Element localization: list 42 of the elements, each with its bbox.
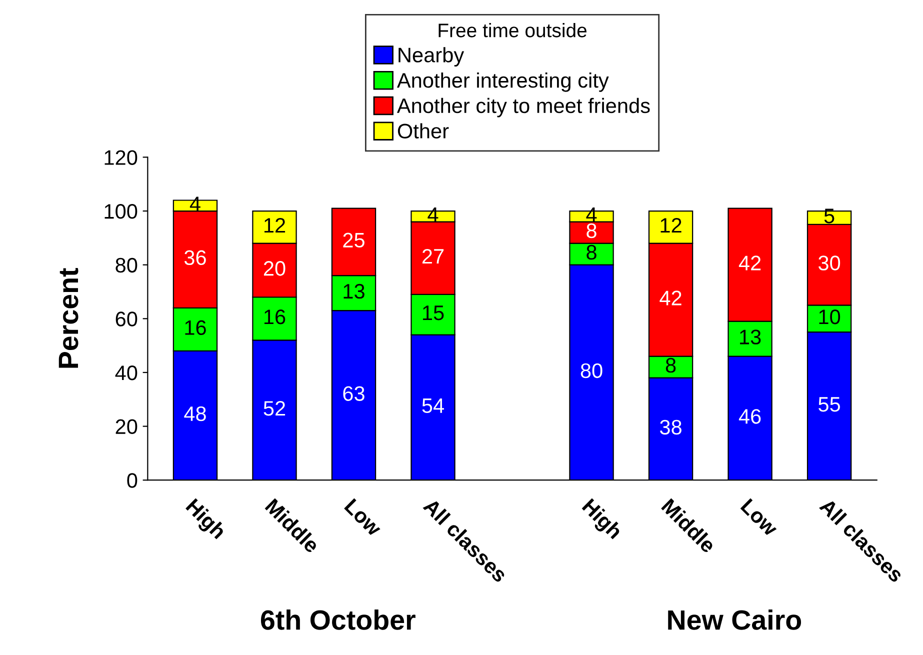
y-tick-label: 20	[116, 419, 138, 434]
data-label: 38	[660, 420, 682, 435]
legend-label: Nearby	[398, 47, 464, 67]
legend-title: Free time outside	[438, 23, 587, 38]
data-label: 36	[184, 250, 206, 266]
data-label: 5	[824, 208, 834, 224]
legend-label: Other	[398, 123, 449, 138]
data-label: 46	[738, 409, 761, 424]
data-label: 16	[185, 320, 206, 336]
data-label: 13	[344, 284, 364, 299]
data-label: 80	[580, 363, 602, 378]
y-tick-label: 40	[115, 365, 138, 380]
legend-label: Another interesting city	[396, 72, 609, 92]
data-label: 8	[586, 244, 596, 260]
y-tick-label: 120	[104, 150, 138, 165]
data-label: 12	[660, 218, 682, 233]
y-tick-label: 100	[104, 204, 138, 219]
data-label: 63	[343, 386, 364, 401]
y-tick-label: 0	[127, 473, 138, 488]
data-label: 8	[586, 223, 596, 238]
data-label: 48	[184, 406, 206, 422]
data-label: 12	[264, 218, 286, 233]
text: New Cairo	[668, 609, 802, 630]
data-label: 10	[819, 309, 840, 324]
data-label: 20	[264, 261, 286, 276]
data-label: 42	[738, 256, 761, 270]
data-label: 15	[423, 306, 444, 320]
data-label: 13	[740, 330, 761, 344]
y-tick-label: 60	[116, 312, 138, 326]
data-label: 27	[422, 248, 444, 264]
y-axis-title: Percent	[58, 268, 78, 368]
data-label: 54	[422, 398, 444, 414]
y-tick-label: 80	[116, 258, 138, 273]
data-label: 52	[264, 400, 286, 416]
text: 6th October	[260, 609, 416, 630]
data-label: 55	[818, 397, 840, 412]
legend-label: Another city to meet friends	[396, 98, 650, 118]
data-label: 25	[343, 232, 364, 248]
data-label: 42	[660, 290, 682, 306]
data-label: 8	[666, 358, 676, 373]
data-label: 16	[264, 309, 286, 324]
data-label: 30	[818, 256, 840, 270]
